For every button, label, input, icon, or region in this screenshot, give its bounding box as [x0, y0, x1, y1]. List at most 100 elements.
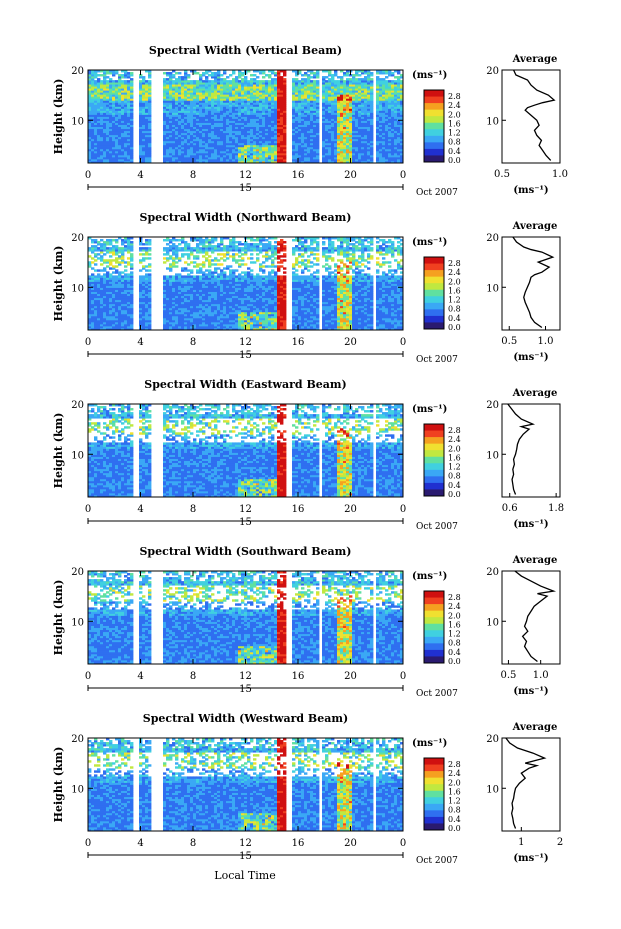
profile-y-tick-label: 10 — [486, 283, 499, 294]
colorbar-frame — [423, 590, 445, 664]
colorbar-segment — [424, 456, 444, 464]
colorbar-segment — [424, 617, 444, 625]
colorbar-segment — [424, 463, 444, 471]
colorbar-segment — [424, 591, 444, 599]
y-tick-label: 10 — [71, 283, 84, 294]
colorbar-segment — [424, 129, 444, 137]
profile-x-tick-label: 1.8 — [548, 503, 564, 514]
day-label: 15 — [239, 517, 252, 528]
colorbar-tick-label: 0.0 — [448, 490, 461, 499]
colorbar-segment — [424, 482, 444, 490]
colorbar-segment — [424, 489, 444, 497]
colorbar-segment — [424, 283, 444, 291]
colorbar-tick-label: 0.8 — [448, 305, 461, 314]
colorbar-segment — [424, 437, 444, 445]
profile-title: Average — [512, 555, 558, 566]
panel-0: Spectral Width (Vertical Beam) 10 20 Height… — [52, 44, 568, 198]
profile-title: Average — [512, 54, 558, 65]
x-tick-label: 0 — [85, 337, 91, 348]
panel-title: Spectral Width (Southward Beam) — [139, 545, 351, 558]
x-tick-label: 12 — [239, 671, 252, 682]
profile-y-tick-label: 20 — [486, 66, 499, 77]
colorbar-tick-label: 0.4 — [448, 147, 461, 156]
x-tick-label: 0 — [400, 170, 406, 181]
colorbar-tick-label: 0.4 — [448, 648, 461, 657]
x-tick-label: 4 — [137, 504, 143, 515]
colorbar-segment — [424, 764, 444, 772]
x-tick-label: 8 — [190, 504, 196, 515]
x-tick-label: 12 — [239, 337, 252, 348]
profile-x-label: (ms⁻¹) — [513, 686, 548, 697]
y-axis-label: Height (km) — [52, 79, 65, 155]
colorbar-segment — [424, 610, 444, 618]
colorbar-segment — [424, 604, 444, 612]
colorbar-segment — [424, 430, 444, 438]
colorbar-unit: (ms⁻¹) — [412, 237, 447, 248]
profile-x-tick-label: 1.0 — [538, 336, 554, 347]
y-tick-label: 10 — [71, 617, 84, 628]
colorbar-tick-label: 2.4 — [448, 101, 461, 110]
colorbar-segment — [424, 758, 444, 766]
profile-line — [512, 236, 555, 329]
y-tick-label: 10 — [71, 784, 84, 795]
x-tick-label: 12 — [239, 170, 252, 181]
profile-x-label: (ms⁻¹) — [513, 352, 548, 363]
x-tick-label: 4 — [137, 838, 143, 849]
x-tick-label: 12 — [239, 504, 252, 515]
profile-line — [513, 69, 556, 161]
colorbar-tick-label: 1.6 — [448, 453, 461, 462]
heatmap-cells — [88, 571, 403, 664]
colorbar-unit: (ms⁻¹) — [412, 738, 447, 749]
colorbar-tick-label: 2.0 — [448, 110, 461, 119]
day-label: 15 — [239, 350, 252, 361]
colorbar-tick-label: 2.8 — [448, 426, 461, 435]
profile-x-label: (ms⁻¹) — [513, 519, 548, 530]
profile-title: Average — [512, 221, 558, 232]
colorbar-tick-label: 2.0 — [448, 778, 461, 787]
colorbar-segment — [424, 823, 444, 831]
x-tick-label: 12 — [239, 838, 252, 849]
profile-frame — [501, 69, 561, 164]
panel-4: Spectral Width (Westward Beam)1020Height… — [52, 712, 563, 866]
profile-line — [505, 737, 547, 829]
profile-x-tick-label: 1.0 — [552, 169, 568, 180]
colorbar-segment — [424, 263, 444, 271]
y-tick-label: 20 — [71, 233, 84, 244]
local-time-label: Local Time — [214, 869, 275, 882]
profile-x-tick-label: 1 — [518, 837, 524, 848]
x-tick-label: 8 — [190, 671, 196, 682]
profile-x-label: (ms⁻¹) — [513, 853, 548, 864]
colorbar-segment — [424, 276, 444, 284]
x-tick-label: 0 — [400, 504, 406, 515]
colorbar-segment — [424, 803, 444, 811]
profile-x-tick-label: 2 — [557, 837, 563, 848]
colorbar-segment — [424, 103, 444, 111]
colorbar-segment — [424, 116, 444, 124]
profile-y-tick-label: 20 — [486, 233, 499, 244]
colorbar-tick-label: 2.8 — [448, 593, 461, 602]
colorbar-tick-label: 0.4 — [448, 481, 461, 490]
profile-x-tick-label: 0.6 — [502, 503, 518, 514]
colorbar-unit: (ms⁻¹) — [412, 70, 447, 81]
colorbar-tick-label: 1.2 — [448, 630, 461, 639]
x-tick-label: 16 — [292, 170, 305, 181]
colorbar-tick-label: 1.6 — [448, 286, 461, 295]
colorbar-segment — [424, 476, 444, 484]
heatmap-cells — [88, 404, 403, 497]
profile-line — [507, 403, 536, 495]
x-tick-label: 8 — [190, 170, 196, 181]
colorbar-tick-label: 0.8 — [448, 806, 461, 815]
colorbar-segment — [424, 322, 444, 330]
date-label: Oct 2007 — [416, 355, 458, 365]
colorbar-tick-label: 0.0 — [448, 156, 461, 165]
colorbar-segment — [424, 623, 444, 631]
colorbar-tick-label: 1.2 — [448, 797, 461, 806]
y-axis-label: Height (km) — [52, 580, 65, 656]
colorbar-frame — [423, 423, 445, 497]
x-tick-label: 4 — [137, 337, 143, 348]
y-axis-label: Height (km) — [52, 413, 65, 489]
panel-title: Spectral Width (Northward Beam) — [140, 211, 352, 224]
x-tick-label: 16 — [292, 504, 305, 515]
profile-x-tick-label: 0.5 — [500, 670, 516, 681]
y-tick-label: 20 — [71, 567, 84, 578]
